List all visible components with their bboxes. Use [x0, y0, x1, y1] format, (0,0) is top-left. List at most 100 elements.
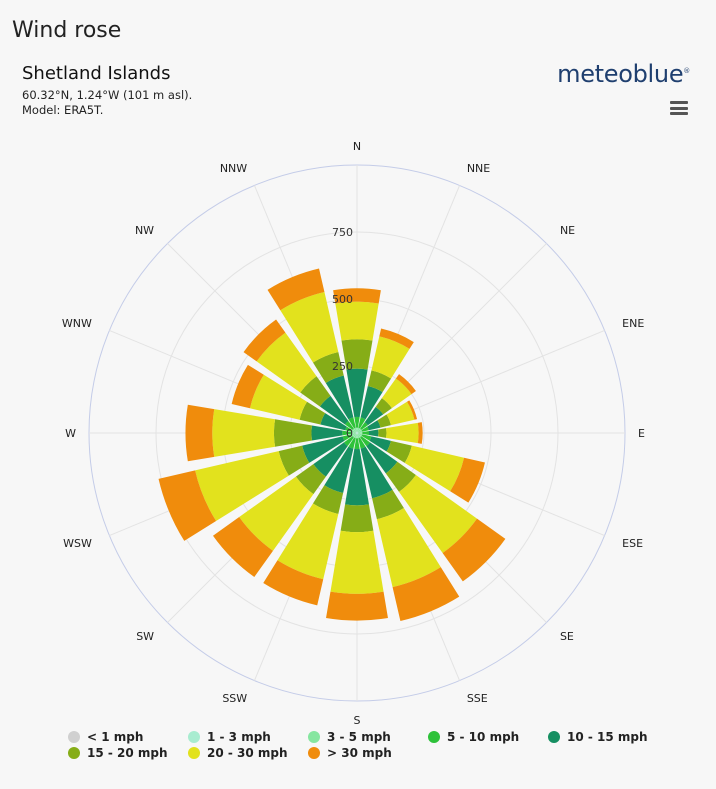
legend-label: 1 - 3 mph	[207, 730, 271, 744]
direction-label-e: E	[638, 427, 645, 440]
legend-item[interactable]: 1 - 3 mph	[188, 730, 308, 744]
rose-sector-nne-bin-5	[367, 370, 392, 393]
rose-sector-ene-bin-4	[367, 420, 381, 431]
rose-sector-sw-bin-2	[352, 433, 357, 438]
rose-sector-wsw-bin-7	[158, 470, 217, 541]
rose-sector-ne-bin-2	[357, 428, 362, 433]
rose-sector-wsw-bin-2	[351, 433, 356, 436]
rose-sector-sse-bin-3	[358, 437, 366, 449]
rose-sector-w-bin-7	[185, 404, 215, 462]
legend-item[interactable]: > 30 mph	[308, 746, 428, 760]
legend-item[interactable]: 5 - 10 mph	[428, 730, 548, 744]
rose-sector-ene-bin-1	[357, 432, 359, 433]
rose-sector-nw-bin-7	[243, 319, 286, 362]
page-title: Wind rose	[12, 18, 122, 43]
rose-sector-se-bin-2	[357, 433, 362, 438]
legend-label: 10 - 15 mph	[567, 730, 648, 744]
rose-sector-nw-bin-4	[319, 395, 349, 425]
rose-sector-se-bin-1	[357, 433, 359, 435]
rose-sector-nnw-bin-7	[267, 268, 325, 311]
rose-sector-ene-bin-7	[407, 400, 418, 420]
legend-item[interactable]: 20 - 30 mph	[188, 746, 308, 760]
rose-sector-wnw-bin-5	[299, 401, 326, 425]
rose-sector-nne-bin-6	[371, 336, 410, 379]
rose-sector-nnw-bin-3	[348, 417, 356, 429]
rose-sector-nnw-bin-2	[354, 427, 357, 432]
rose-sector-s-bin-5	[340, 504, 374, 533]
brand-mark: ®	[683, 67, 690, 75]
direction-label-se: SE	[560, 630, 574, 643]
rose-sector-e-bin-4	[368, 429, 379, 437]
radial-tick-label: 750	[332, 226, 353, 239]
legend-swatch	[308, 747, 320, 759]
rose-sector-sse-bin-5	[372, 489, 404, 520]
rose-sector-ssw-bin-2	[354, 434, 357, 439]
legend-item[interactable]: 10 - 15 mph	[548, 730, 668, 744]
radial-tick-label: 250	[332, 360, 353, 373]
rose-sector-s-bin-3	[354, 438, 360, 450]
rose-sector-nne-bin-3	[358, 417, 366, 429]
direction-label-ene: ENE	[622, 317, 644, 330]
direction-label-w: W	[65, 427, 76, 440]
rose-sector-se-bin-5	[385, 461, 416, 492]
rose-sector-ssw-bin-5	[312, 485, 344, 514]
location-name: Shetland Islands	[22, 63, 171, 84]
rose-sector-sse-bin-6	[376, 508, 441, 588]
rose-sector-wsw-bin-6	[195, 451, 289, 522]
rose-sector-e-bin-5	[378, 428, 387, 438]
rose-sector-nw-bin-6	[256, 332, 317, 393]
rose-sector-nw-bin-2	[352, 428, 357, 433]
direction-label-sse: SSE	[467, 692, 488, 705]
legend-label: 20 - 30 mph	[207, 746, 288, 760]
rose-sector-ene-bin-3	[361, 426, 369, 432]
rose-sector-sse-bin-7	[392, 567, 460, 622]
legend-swatch	[68, 731, 80, 743]
rose-sector-nw-bin-1	[355, 431, 357, 433]
legend-label: < 1 mph	[87, 730, 144, 744]
legend-item[interactable]: 15 - 20 mph	[68, 746, 188, 760]
direction-label-sw: SW	[136, 630, 154, 643]
rose-sector-wnw-bin-6	[249, 374, 307, 420]
meteoblue-logo[interactable]: meteoblue®	[557, 60, 690, 88]
direction-label-n: N	[353, 140, 361, 153]
rose-sector-wnw-bin-7	[231, 364, 264, 409]
rose-sector-sse-bin-4	[360, 446, 393, 499]
rose-sector-sw-bin-1	[355, 433, 357, 435]
rose-sector-nnw-bin-5	[312, 352, 344, 383]
rose-sector-n-bin-7	[333, 288, 381, 304]
rose-sector-n-bin-5	[341, 339, 373, 370]
rose-sector-n-bin-4	[346, 368, 368, 418]
direction-label-nw: NW	[135, 224, 154, 237]
rose-sector-sw-bin-6	[239, 476, 314, 551]
rose-sector-nw-bin-3	[344, 420, 354, 430]
rose-sector-wnw-bin-2	[351, 430, 356, 433]
brand-name: meteoblue	[557, 60, 684, 88]
rose-sector-se-bin-6	[399, 475, 478, 554]
rose-sector-se-bin-4	[366, 442, 398, 474]
rose-sector-sw-bin-7	[212, 517, 273, 578]
rose-sector-n-bin-6	[335, 301, 379, 341]
location-coordinates: 60.32°N, 1.24°W (101 m asl).	[22, 88, 193, 102]
legend-item[interactable]: 3 - 5 mph	[308, 730, 428, 744]
model-info: Model: ERA5T.	[22, 103, 104, 117]
radial-tick-label: 0	[346, 427, 353, 440]
rose-sector-w-bin-3	[342, 430, 352, 436]
rose-sector-n-bin-2	[356, 427, 358, 432]
rose-sector-w-bin-6	[212, 409, 276, 457]
rose-sector-wsw-bin-4	[302, 436, 345, 463]
direction-label-nne: NNE	[467, 162, 490, 175]
rose-sector-ssw-bin-4	[324, 446, 354, 494]
rose-sector-w-bin-5	[273, 419, 313, 447]
chart-menu-button[interactable]	[670, 101, 688, 115]
rose-sector-wsw-bin-1	[355, 433, 357, 434]
direction-label-wsw: WSW	[63, 537, 92, 550]
rose-sector-nne-bin-4	[360, 385, 383, 420]
rose-sector-e-bin-6	[386, 422, 419, 444]
rose-sector-ene-bin-5	[377, 414, 391, 428]
rose-sector-ssw-bin-6	[277, 503, 339, 580]
direction-label-ese: ESE	[622, 537, 643, 550]
legend-item[interactable]: < 1 mph	[68, 730, 188, 744]
rose-sector-nnw-bin-4	[325, 375, 354, 420]
rose-sector-nne-bin-2	[357, 427, 360, 432]
rose-sector-ese-bin-3	[361, 434, 372, 441]
